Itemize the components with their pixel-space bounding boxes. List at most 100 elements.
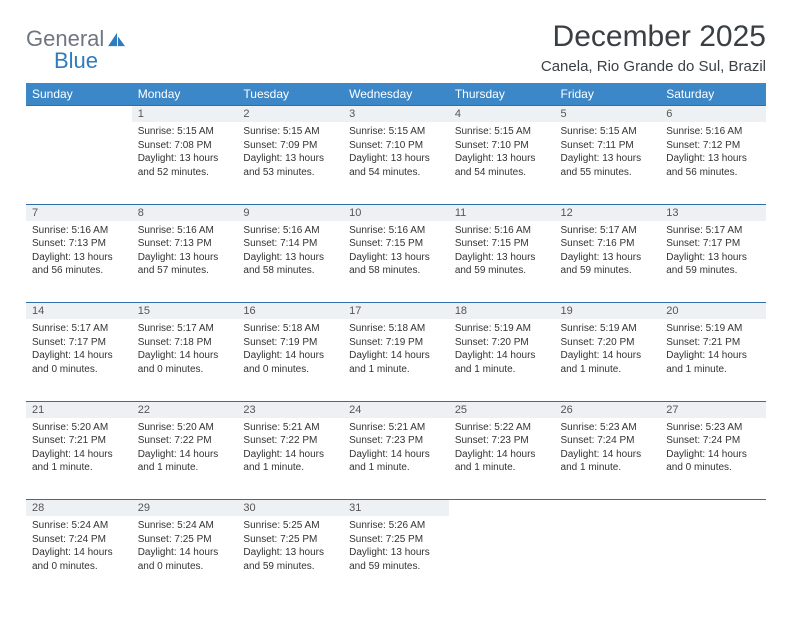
sunset-line: Sunset: 7:13 PM: [32, 237, 126, 251]
sunrise-line: Sunrise: 5:24 AM: [138, 519, 232, 533]
sunrise-line: Sunrise: 5:17 AM: [666, 224, 760, 238]
title-block: December 2025 Canela, Rio Grande do Sul,…: [541, 20, 766, 75]
day-number: 16: [237, 303, 343, 320]
daylight-line: Daylight: 14 hours and 1 minute.: [349, 349, 443, 376]
sunset-line: Sunset: 7:25 PM: [243, 533, 337, 547]
day-cell: Sunrise: 5:23 AMSunset: 7:24 PMDaylight:…: [555, 418, 661, 500]
day-cell: Sunrise: 5:26 AMSunset: 7:25 PMDaylight:…: [343, 516, 449, 598]
day-number-row: 123456: [26, 106, 766, 123]
day-cell: Sunrise: 5:15 AMSunset: 7:09 PMDaylight:…: [237, 122, 343, 204]
daylight-line: Daylight: 14 hours and 0 minutes.: [32, 349, 126, 376]
sunset-line: Sunset: 7:20 PM: [455, 336, 549, 350]
sunset-line: Sunset: 7:13 PM: [138, 237, 232, 251]
sunrise-line: Sunrise: 5:22 AM: [455, 421, 549, 435]
sunrise-line: Sunrise: 5:16 AM: [349, 224, 443, 238]
daylight-line: Daylight: 13 hours and 53 minutes.: [243, 152, 337, 179]
day-number: 23: [237, 401, 343, 418]
logo: GeneralBlue: [26, 20, 127, 74]
sunrise-line: Sunrise: 5:24 AM: [32, 519, 126, 533]
day-number: 31: [343, 500, 449, 517]
sunset-line: Sunset: 7:08 PM: [138, 139, 232, 153]
daylight-line: Daylight: 14 hours and 1 minute.: [561, 349, 655, 376]
sunrise-line: Sunrise: 5:19 AM: [561, 322, 655, 336]
day-content-row: Sunrise: 5:17 AMSunset: 7:17 PMDaylight:…: [26, 319, 766, 401]
day-number: 17: [343, 303, 449, 320]
sunset-line: Sunset: 7:21 PM: [666, 336, 760, 350]
sunset-line: Sunset: 7:19 PM: [243, 336, 337, 350]
sunset-line: Sunset: 7:20 PM: [561, 336, 655, 350]
day-number: 9: [237, 204, 343, 221]
day-content-row: Sunrise: 5:24 AMSunset: 7:24 PMDaylight:…: [26, 516, 766, 598]
day-cell: Sunrise: 5:16 AMSunset: 7:13 PMDaylight:…: [26, 221, 132, 303]
sunset-line: Sunset: 7:25 PM: [349, 533, 443, 547]
calendar-page: GeneralBlue December 2025 Canela, Rio Gr…: [0, 0, 792, 618]
day-cell: Sunrise: 5:24 AMSunset: 7:24 PMDaylight:…: [26, 516, 132, 598]
daylight-line: Daylight: 13 hours and 59 minutes.: [455, 251, 549, 278]
day-number: 20: [660, 303, 766, 320]
day-content-row: Sunrise: 5:15 AMSunset: 7:08 PMDaylight:…: [26, 122, 766, 204]
day-cell: Sunrise: 5:16 AMSunset: 7:15 PMDaylight:…: [449, 221, 555, 303]
sunset-line: Sunset: 7:22 PM: [243, 434, 337, 448]
day-header: Tuesday: [237, 83, 343, 106]
sunrise-line: Sunrise: 5:16 AM: [666, 125, 760, 139]
day-cell: Sunrise: 5:19 AMSunset: 7:21 PMDaylight:…: [660, 319, 766, 401]
day-header: Thursday: [449, 83, 555, 106]
sunset-line: Sunset: 7:22 PM: [138, 434, 232, 448]
day-cell: Sunrise: 5:15 AMSunset: 7:08 PMDaylight:…: [132, 122, 238, 204]
sunrise-line: Sunrise: 5:21 AM: [243, 421, 337, 435]
sunrise-line: Sunrise: 5:23 AM: [666, 421, 760, 435]
sunrise-line: Sunrise: 5:16 AM: [138, 224, 232, 238]
page-title: December 2025: [541, 20, 766, 54]
daylight-line: Daylight: 13 hours and 59 minutes.: [349, 546, 443, 573]
sunset-line: Sunset: 7:17 PM: [666, 237, 760, 251]
day-cell: Sunrise: 5:18 AMSunset: 7:19 PMDaylight:…: [343, 319, 449, 401]
day-cell: Sunrise: 5:17 AMSunset: 7:18 PMDaylight:…: [132, 319, 238, 401]
daylight-line: Daylight: 13 hours and 54 minutes.: [349, 152, 443, 179]
sunrise-line: Sunrise: 5:15 AM: [138, 125, 232, 139]
logo-text-blue: Blue: [26, 48, 127, 74]
day-cell: Sunrise: 5:20 AMSunset: 7:22 PMDaylight:…: [132, 418, 238, 500]
day-cell: Sunrise: 5:18 AMSunset: 7:19 PMDaylight:…: [237, 319, 343, 401]
sunset-line: Sunset: 7:24 PM: [666, 434, 760, 448]
sunrise-line: Sunrise: 5:26 AM: [349, 519, 443, 533]
day-number: 25: [449, 401, 555, 418]
sunrise-line: Sunrise: 5:25 AM: [243, 519, 337, 533]
day-number: 7: [26, 204, 132, 221]
daylight-line: Daylight: 13 hours and 54 minutes.: [455, 152, 549, 179]
day-cell: Sunrise: 5:19 AMSunset: 7:20 PMDaylight:…: [449, 319, 555, 401]
sunrise-line: Sunrise: 5:17 AM: [138, 322, 232, 336]
daylight-line: Daylight: 14 hours and 0 minutes.: [138, 349, 232, 376]
day-number: 1: [132, 106, 238, 123]
sunset-line: Sunset: 7:18 PM: [138, 336, 232, 350]
sunrise-line: Sunrise: 5:20 AM: [32, 421, 126, 435]
day-number: 10: [343, 204, 449, 221]
daylight-line: Daylight: 14 hours and 1 minute.: [138, 448, 232, 475]
day-number: 11: [449, 204, 555, 221]
sunset-line: Sunset: 7:15 PM: [455, 237, 549, 251]
sunrise-line: Sunrise: 5:15 AM: [243, 125, 337, 139]
sunrise-line: Sunrise: 5:19 AM: [666, 322, 760, 336]
daylight-line: Daylight: 14 hours and 0 minutes.: [32, 546, 126, 573]
day-number: 3: [343, 106, 449, 123]
daylight-line: Daylight: 14 hours and 1 minute.: [349, 448, 443, 475]
empty-cell: [26, 122, 132, 204]
day-cell: Sunrise: 5:23 AMSunset: 7:24 PMDaylight:…: [660, 418, 766, 500]
daylight-line: Daylight: 13 hours and 57 minutes.: [138, 251, 232, 278]
day-cell: Sunrise: 5:20 AMSunset: 7:21 PMDaylight:…: [26, 418, 132, 500]
day-cell: Sunrise: 5:15 AMSunset: 7:10 PMDaylight:…: [449, 122, 555, 204]
day-number: 18: [449, 303, 555, 320]
day-cell: Sunrise: 5:15 AMSunset: 7:10 PMDaylight:…: [343, 122, 449, 204]
day-number: 28: [26, 500, 132, 517]
day-number: 2: [237, 106, 343, 123]
empty-cell: [555, 516, 661, 598]
sunset-line: Sunset: 7:23 PM: [349, 434, 443, 448]
daylight-line: Daylight: 14 hours and 0 minutes.: [243, 349, 337, 376]
day-cell: Sunrise: 5:21 AMSunset: 7:22 PMDaylight:…: [237, 418, 343, 500]
sunrise-line: Sunrise: 5:18 AM: [349, 322, 443, 336]
day-cell: Sunrise: 5:16 AMSunset: 7:15 PMDaylight:…: [343, 221, 449, 303]
day-number: 12: [555, 204, 661, 221]
daylight-line: Daylight: 13 hours and 55 minutes.: [561, 152, 655, 179]
day-cell: Sunrise: 5:16 AMSunset: 7:14 PMDaylight:…: [237, 221, 343, 303]
sunrise-line: Sunrise: 5:15 AM: [349, 125, 443, 139]
day-cell: Sunrise: 5:16 AMSunset: 7:13 PMDaylight:…: [132, 221, 238, 303]
